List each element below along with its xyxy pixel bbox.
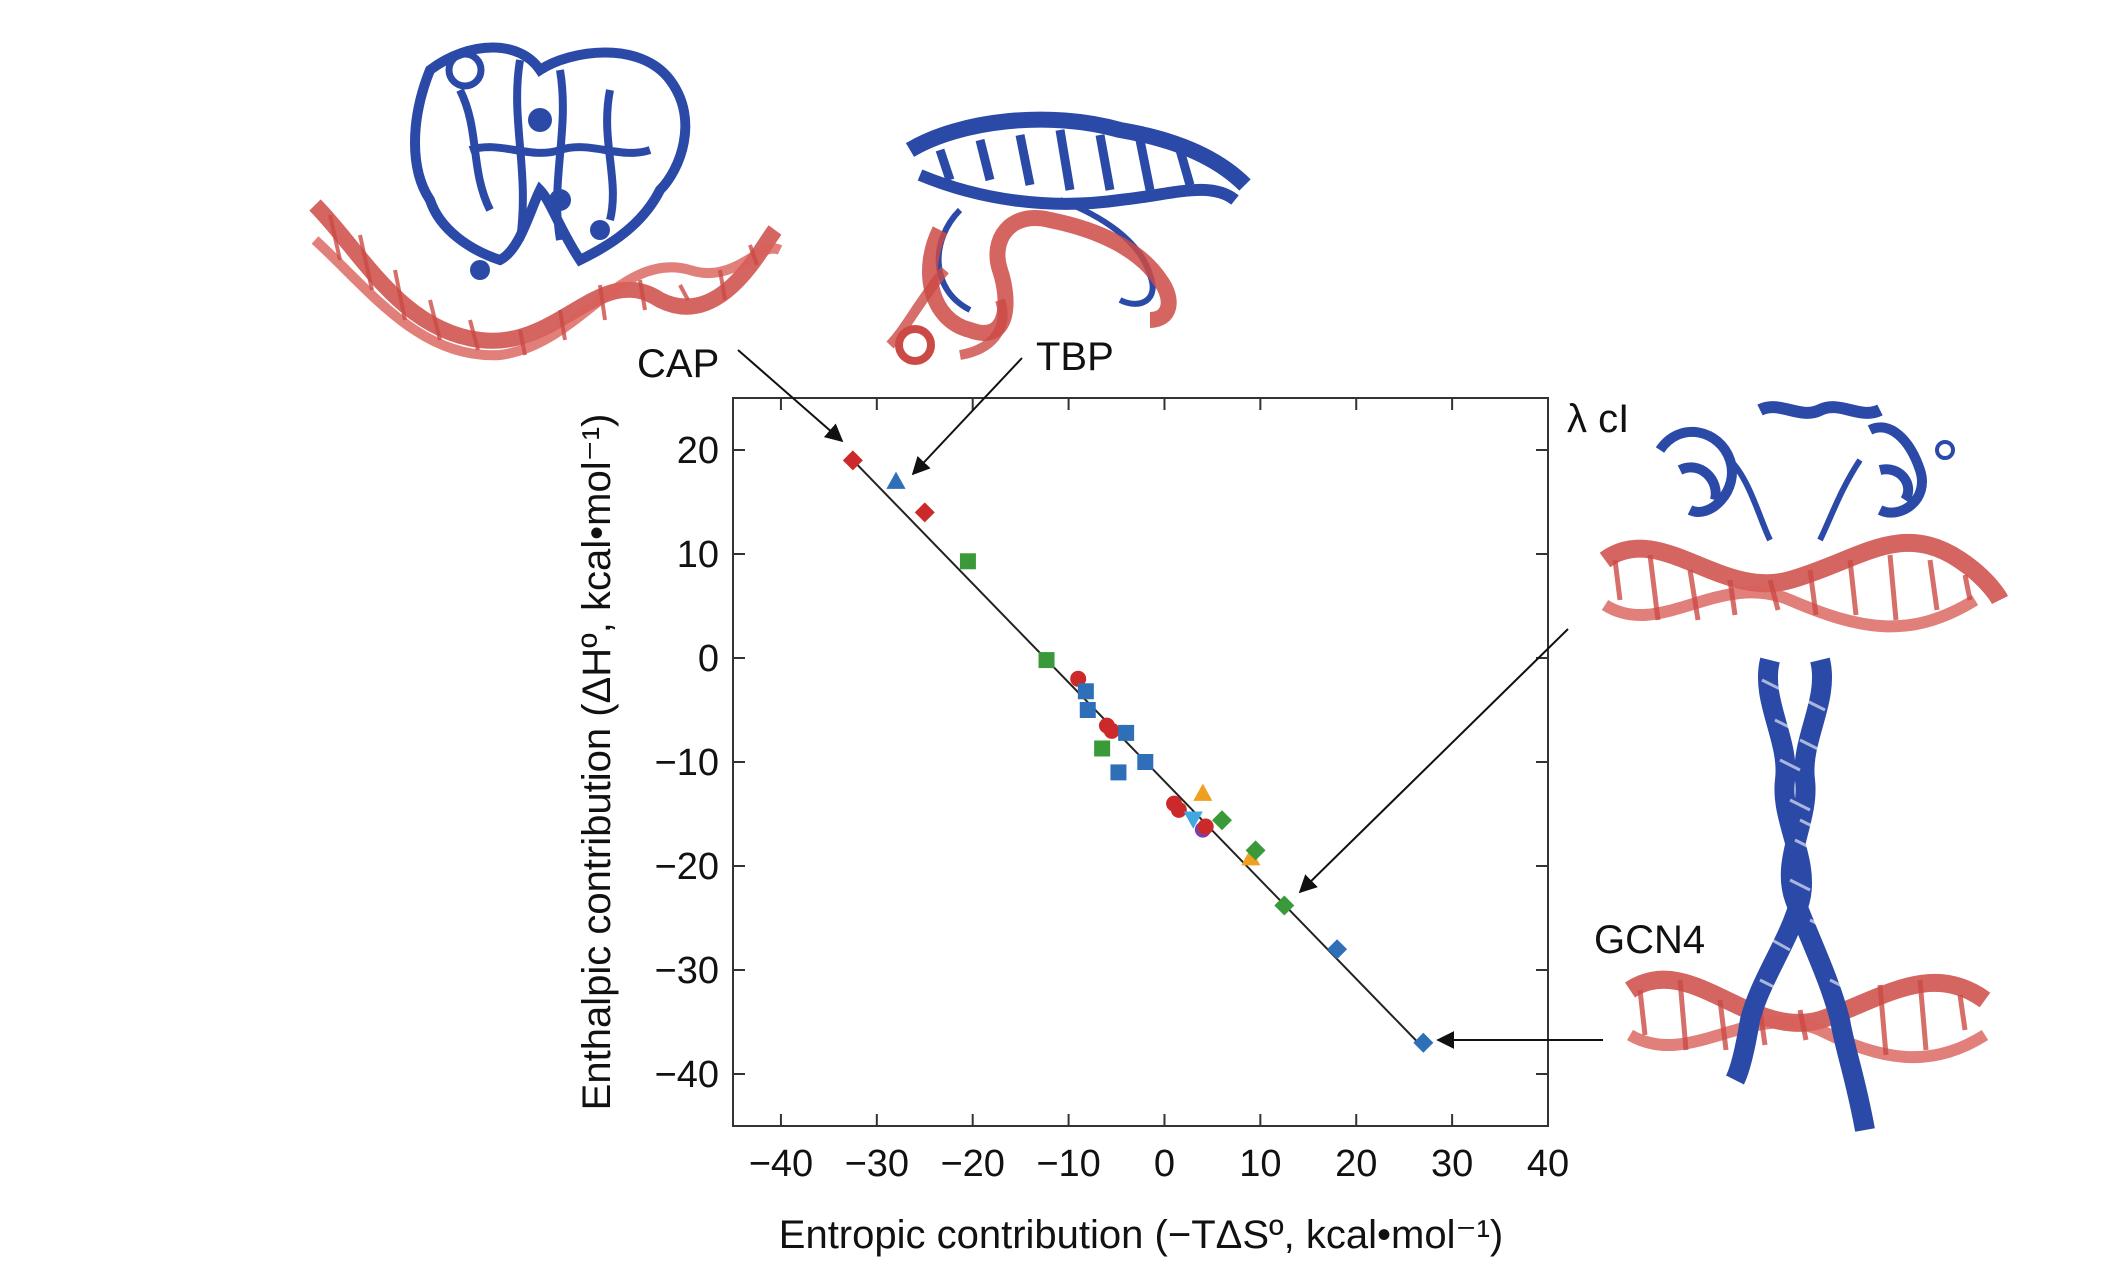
x-tick-label: 0 [1154,1143,1175,1185]
x-axis-title: Entropic contribution (−TΔSº, kcal•mol⁻¹… [779,1213,1503,1257]
x-tick-label: −10 [1036,1143,1100,1185]
annotation-cap: CAP [637,342,719,386]
data-point-square [1094,740,1111,757]
x-tick-label: 30 [1431,1143,1473,1185]
y-tick-label: 10 [677,534,719,576]
data-points [842,450,1434,1053]
data-point-diamond [1212,810,1232,831]
y-tick-label: −40 [655,1054,719,1096]
data-point-triangle-down [1183,811,1203,829]
arrow-lambda-ci [1298,628,1569,894]
gcn4-dna-structure-illustration [1625,657,1991,1132]
data-point-diamond [1413,1032,1434,1053]
x-tick-label: −30 [845,1143,909,1185]
data-point-triangle [1193,783,1213,801]
data-point-square [1137,754,1154,770]
data-point-square [1038,652,1055,669]
x-tick-label: 40 [1527,1143,1569,1185]
data-point-square [1110,764,1127,781]
y-tick-label: −10 [655,742,719,784]
data-point-diamond [1274,895,1295,916]
data-point-square [1079,702,1096,718]
lambda-ci-dna-structure-illustration [1599,401,2009,633]
data-point-triangle [1241,848,1261,866]
y-tick-label: 0 [698,638,719,680]
arrow-cap [737,349,844,443]
x-axis: −40 −30 −20 −10 0 10 20 30 40 [749,398,1569,1185]
arrow-tbp [911,357,1023,476]
data-point-diamond [1327,939,1348,960]
y-tick-label: −20 [655,846,719,888]
cap-dna-structure-illustration [309,42,783,361]
x-tick-label: 20 [1335,1143,1377,1185]
annotation-tbp: TBP [1036,335,1114,379]
data-point-circle [1103,722,1120,739]
data-point-square [1077,683,1094,700]
annotation-gcn4: GCN4 [1594,918,1705,962]
data-point-circle [1170,801,1187,818]
y-tick-label: −30 [655,950,719,992]
y-axis-title: Enthalpic contribution (ΔHº, kcal•mol⁻¹) [575,414,619,1111]
data-point-diamond [1245,840,1266,861]
x-tick-label: −40 [749,1143,813,1185]
data-point-circle [1197,818,1214,835]
data-point-square [959,553,976,570]
tbp-dna-structure-illustration [886,111,1251,365]
data-point-diamond [842,450,863,471]
data-point-square [1118,724,1135,741]
data-point-triangle [886,471,906,489]
y-tick-label: 20 [677,430,719,472]
y-axis: 20 10 0 −10 −20 −30 −40 [655,430,1548,1096]
annotation-lambda-ci: λ cI [1567,397,1629,441]
data-point-diamond [914,502,935,523]
plot-area: −40 −30 −20 −10 0 10 20 30 40 20 10 0 −10 −20 −30 −40 [655,397,1569,1185]
x-tick-label: 10 [1239,1143,1281,1185]
data-point-circle [1070,670,1087,687]
x-tick-label: −20 [940,1143,1004,1185]
